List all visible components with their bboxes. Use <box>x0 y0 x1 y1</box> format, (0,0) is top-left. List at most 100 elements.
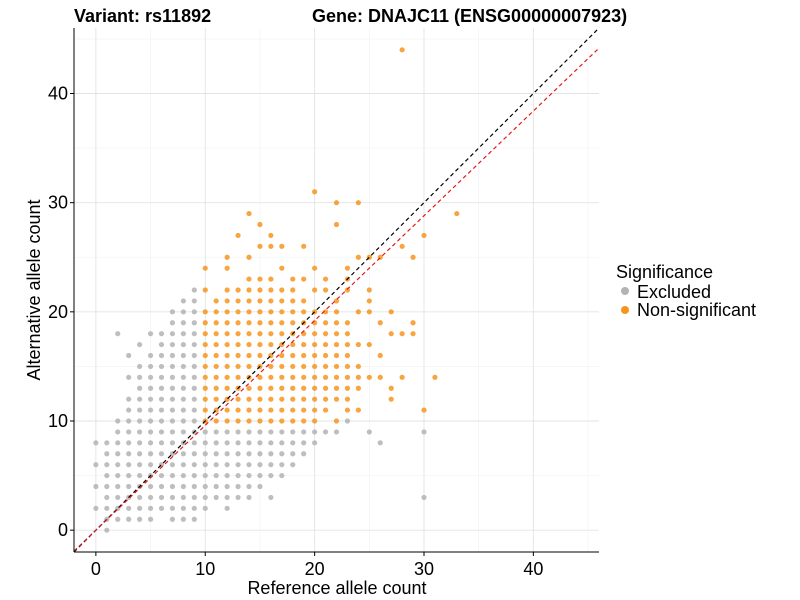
x-axis-label: Reference allele count <box>247 578 426 598</box>
point-non-significant <box>257 320 263 326</box>
point-non-significant <box>202 363 208 370</box>
point-excluded <box>246 462 252 468</box>
point-excluded <box>202 451 208 457</box>
point-excluded <box>126 472 132 479</box>
point-excluded <box>169 407 176 413</box>
point-non-significant <box>246 331 252 337</box>
point-excluded <box>104 472 110 479</box>
point-excluded <box>147 451 154 457</box>
point-excluded <box>115 418 121 424</box>
x-tick-label: 0 <box>91 559 101 579</box>
point-excluded <box>104 440 110 446</box>
point-excluded <box>235 462 241 468</box>
point-non-significant <box>224 287 230 293</box>
point-excluded <box>213 472 219 479</box>
point-excluded <box>93 440 99 446</box>
point-excluded <box>246 451 252 457</box>
point-non-significant <box>202 320 208 326</box>
point-excluded <box>147 505 154 511</box>
point-excluded <box>191 505 197 511</box>
point-excluded <box>322 429 329 435</box>
point-non-significant <box>344 265 351 271</box>
point-non-significant <box>268 341 274 348</box>
axes <box>73 28 599 553</box>
point-excluded <box>213 451 219 457</box>
point-excluded <box>147 462 154 468</box>
point-excluded <box>180 396 186 402</box>
point-non-significant <box>268 363 274 370</box>
point-non-significant <box>246 309 252 315</box>
x-tick-label: 30 <box>414 559 434 579</box>
point-excluded <box>137 396 143 402</box>
legend-title: Significance <box>616 262 713 282</box>
point-excluded <box>169 309 176 315</box>
point-excluded <box>169 331 176 337</box>
point-non-significant <box>268 320 274 326</box>
point-non-significant <box>290 407 296 413</box>
point-excluded <box>290 451 296 457</box>
point-excluded <box>191 385 197 391</box>
point-excluded <box>344 418 351 424</box>
point-excluded <box>158 451 165 457</box>
point-excluded <box>213 483 219 490</box>
point-non-significant <box>410 254 416 260</box>
point-non-significant <box>366 287 372 293</box>
point-excluded <box>93 462 99 468</box>
point-excluded <box>235 483 241 490</box>
point-excluded <box>257 483 263 490</box>
point-excluded <box>158 472 165 479</box>
point-excluded <box>191 396 197 402</box>
point-non-significant <box>224 320 230 326</box>
point-excluded <box>224 429 230 435</box>
point-excluded <box>257 429 263 435</box>
point-non-significant <box>268 243 274 249</box>
point-non-significant <box>322 309 329 315</box>
point-excluded <box>137 385 143 391</box>
point-excluded <box>180 451 186 457</box>
point-excluded <box>191 352 197 359</box>
point-non-significant <box>322 341 329 348</box>
point-excluded <box>169 418 176 424</box>
point-excluded <box>213 429 219 435</box>
point-excluded <box>169 374 176 380</box>
point-non-significant <box>333 309 340 315</box>
point-excluded <box>126 396 132 402</box>
point-excluded <box>115 451 121 457</box>
point-non-significant <box>377 374 383 380</box>
point-non-significant <box>301 309 307 315</box>
point-excluded <box>126 516 132 522</box>
point-excluded <box>137 407 143 413</box>
point-non-significant <box>410 320 416 326</box>
point-non-significant <box>279 265 285 271</box>
point-non-significant <box>388 309 394 315</box>
point-excluded <box>257 440 263 446</box>
point-non-significant <box>279 309 285 315</box>
point-non-significant <box>312 331 318 337</box>
point-excluded <box>224 494 230 501</box>
point-non-significant <box>213 385 219 391</box>
point-non-significant <box>301 407 307 413</box>
point-non-significant <box>322 385 329 391</box>
point-non-significant <box>257 341 263 348</box>
point-excluded <box>137 429 143 435</box>
point-excluded <box>126 505 132 511</box>
point-non-significant <box>213 363 219 370</box>
point-non-significant <box>290 352 296 359</box>
point-excluded <box>147 516 154 522</box>
point-non-significant <box>421 407 427 413</box>
point-excluded <box>137 451 143 457</box>
point-excluded <box>202 472 208 479</box>
point-excluded <box>137 505 143 511</box>
point-non-significant <box>388 331 394 337</box>
point-excluded <box>191 407 197 413</box>
point-excluded <box>421 429 427 435</box>
point-excluded <box>104 462 110 468</box>
point-excluded <box>126 462 132 468</box>
point-excluded <box>246 429 252 435</box>
point-non-significant <box>246 352 252 359</box>
point-excluded <box>257 462 263 468</box>
point-excluded <box>377 440 383 446</box>
point-non-significant <box>312 341 318 348</box>
point-non-significant <box>235 341 241 348</box>
point-excluded <box>224 505 230 511</box>
